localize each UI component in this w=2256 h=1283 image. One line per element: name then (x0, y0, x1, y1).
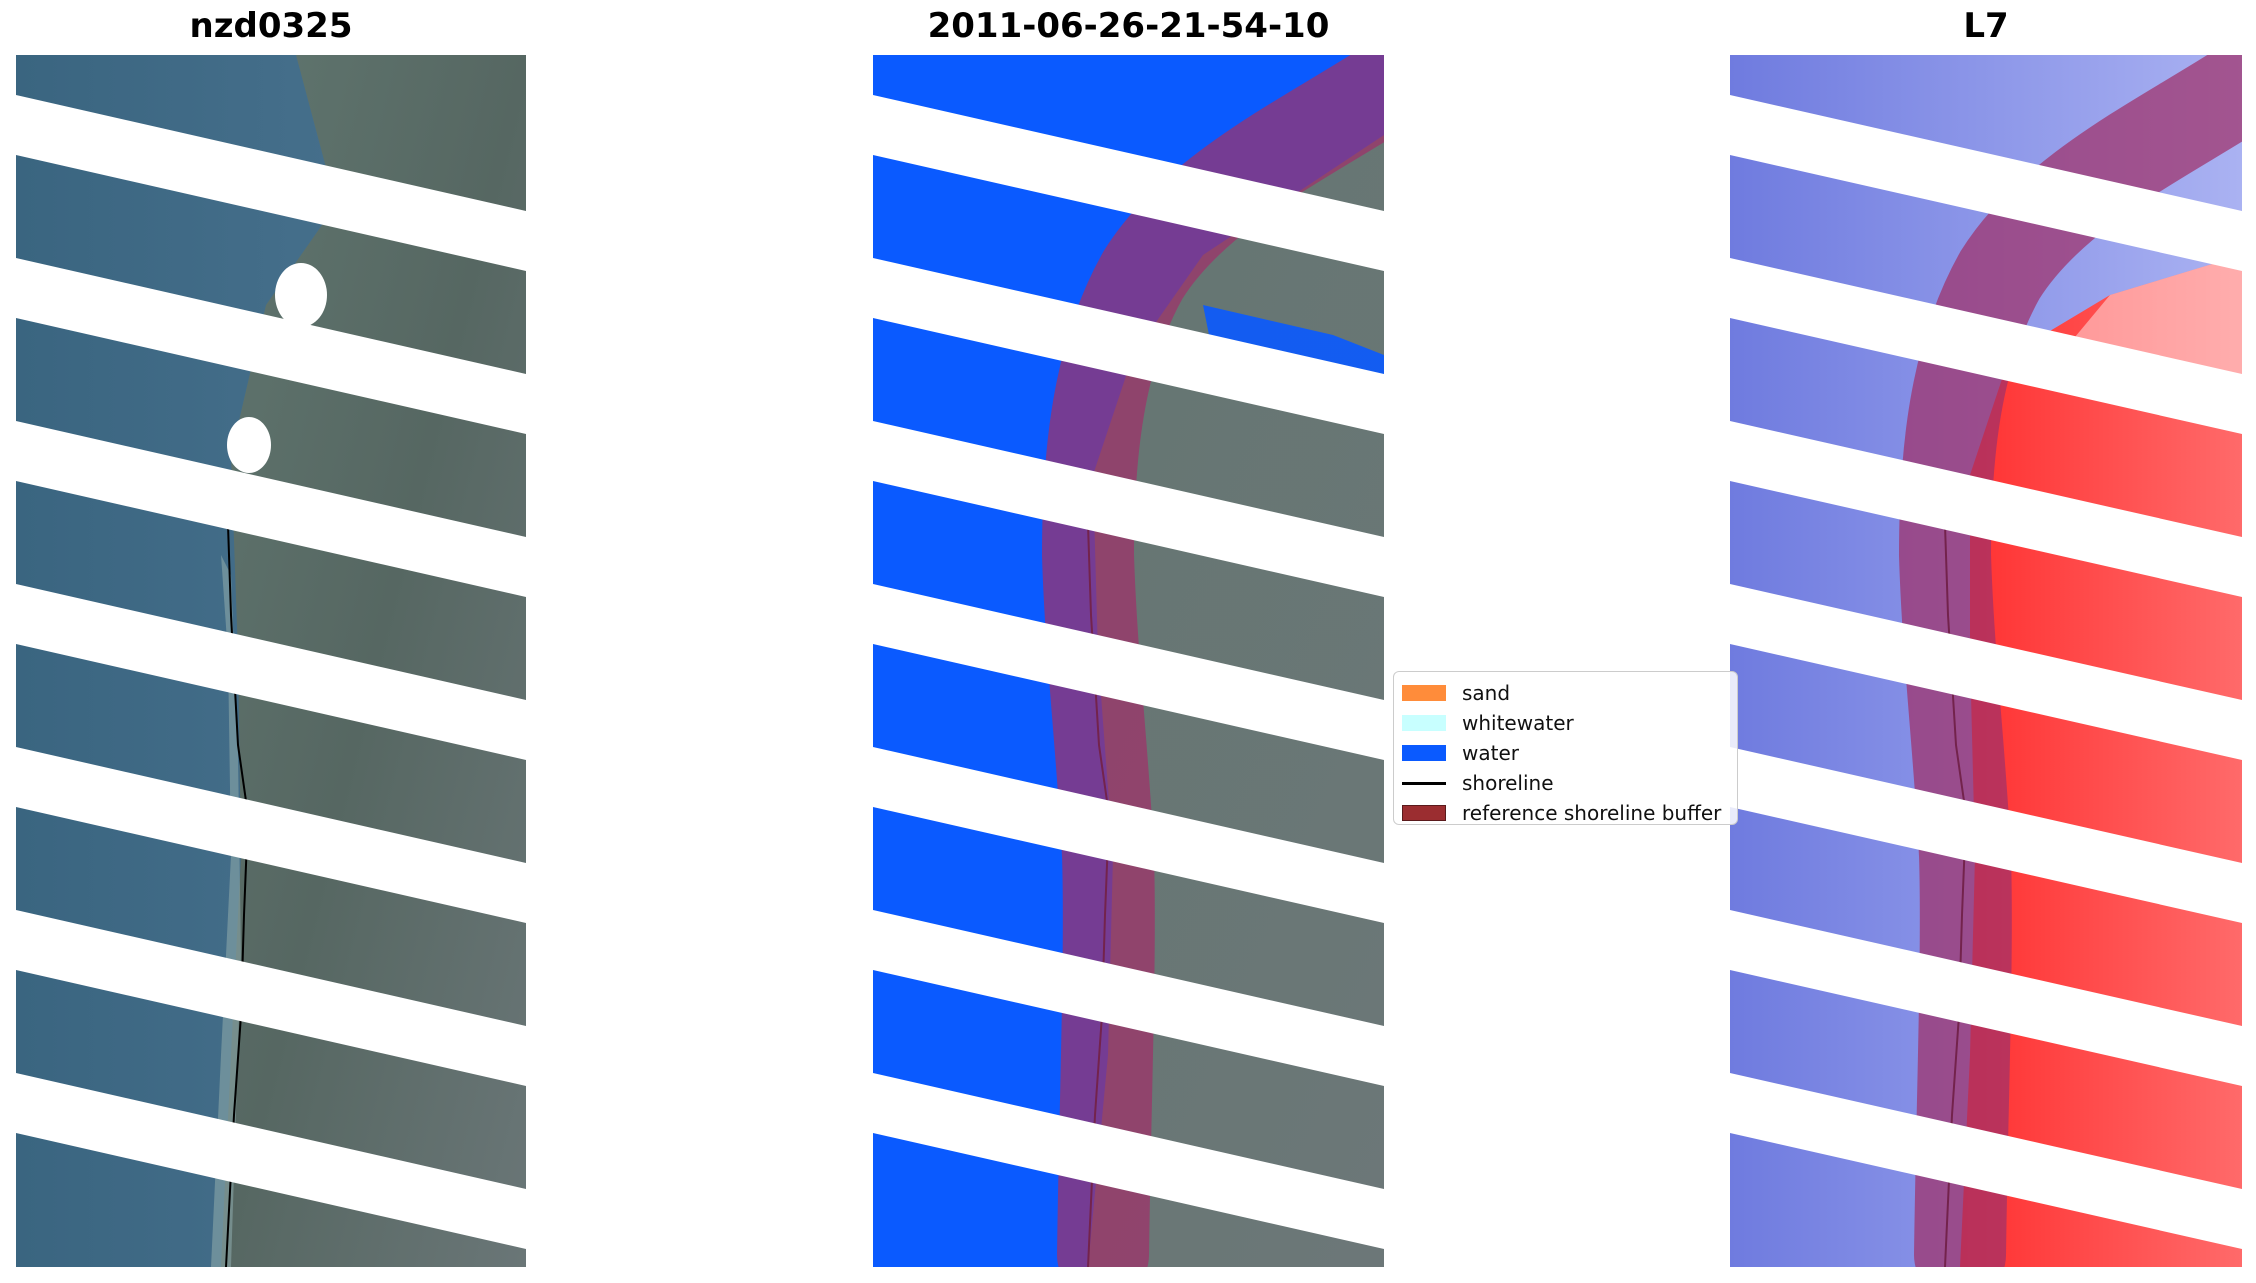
legend-item-whitewater: whitewater (1402, 708, 1729, 738)
cloud-gaps (16, 95, 526, 1249)
rgb-image-panel (16, 55, 526, 1267)
classification-map (873, 55, 1384, 1267)
index-panel (1730, 55, 2242, 1267)
classification-panel (873, 55, 1384, 1267)
legend-label: water (1462, 741, 1519, 765)
panel-title-index: L7 (1963, 6, 2009, 46)
legend-item-sand: sand (1402, 678, 1729, 708)
legend: sand whitewater water shoreline referenc… (1393, 671, 1738, 825)
legend-swatch-whitewater (1402, 715, 1446, 731)
legend-item-buffer: reference shoreline buffer (1402, 798, 1729, 828)
legend-swatch-shoreline (1402, 781, 1446, 785)
index-map (1730, 55, 2242, 1267)
legend-swatch-sand (1402, 685, 1446, 701)
legend-label: reference shoreline buffer (1462, 801, 1722, 825)
cloud-gaps (1730, 95, 2242, 1249)
legend-label: shoreline (1462, 771, 1554, 795)
panel-title-classification: 2011-06-26-21-54-10 (927, 6, 1330, 46)
legend-label: sand (1462, 681, 1511, 705)
cloud-gaps (873, 95, 1384, 1249)
legend-swatch-buffer (1402, 805, 1446, 821)
legend-item-water: water (1402, 738, 1729, 768)
legend-swatch-water (1402, 745, 1446, 761)
panel-title-rgb: nzd0325 (189, 6, 353, 46)
legend-item-shoreline: shoreline (1402, 768, 1729, 798)
legend-label: whitewater (1462, 711, 1574, 735)
rgb-image (16, 55, 526, 1267)
